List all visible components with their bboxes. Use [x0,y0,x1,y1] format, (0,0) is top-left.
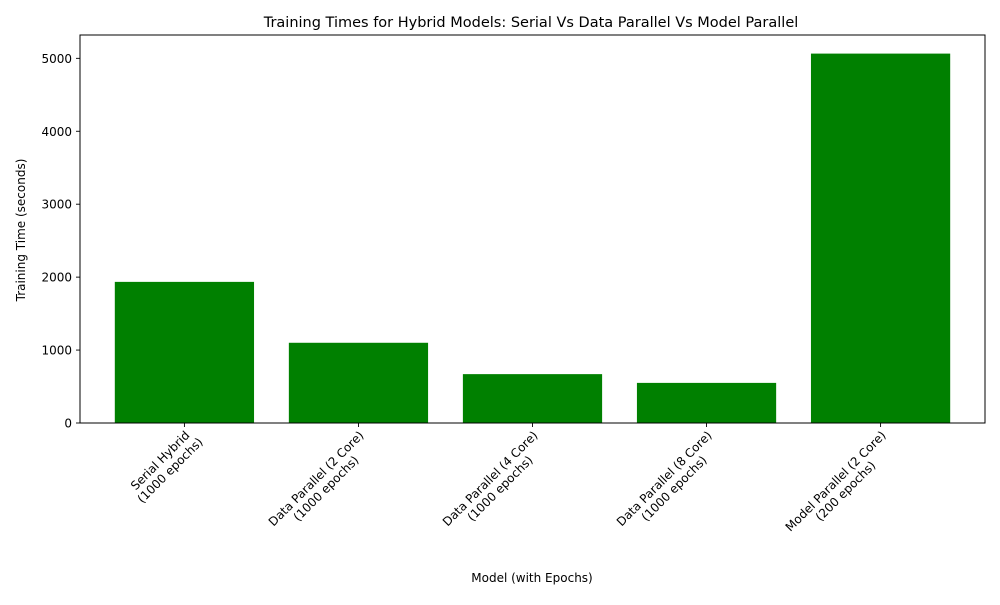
x-tick-label-line: Data Parallel (8 Core) [614,428,715,529]
x-axis: Serial Hybrid(1000 epochs) Data Parallel … [128,423,889,534]
x-tick-label-line: Data Parallel (4 Core) [440,428,541,529]
y-tick-label: 5000 [41,52,72,66]
y-tick-label: 2000 [41,271,72,285]
x-tick-label: Data Parallel (8 Core)(1000 epochs) [614,428,715,529]
y-tick-label: 0 [64,417,72,431]
bar [810,53,951,423]
y-axis: 0 1000 2000 3000 4000 5000 [41,52,80,431]
bar [114,281,255,423]
y-tick-label: 4000 [41,125,72,139]
x-tick-label: Data Parallel (2 Core)(1000 epochs) [266,428,367,529]
x-tick-label: Model Parallel (2 Core)(200 epochs) [783,428,889,534]
y-tick-label: 1000 [41,344,72,358]
bar [288,342,429,423]
y-tick-label: 3000 [41,198,72,212]
y-axis-label: Training Time (seconds) [14,159,28,303]
x-tick-label: Data Parallel (4 Core)(1000 epochs) [440,428,541,529]
x-tick-label: Serial Hybrid(1000 epochs) [128,428,206,506]
x-tick-label-line: Model Parallel (2 Core) [783,428,889,534]
plot-frame [79,34,986,424]
bar [462,374,603,423]
chart-title: Training Times for Hybrid Models: Serial… [263,15,799,31]
x-tick-label-line: Data Parallel (2 Core) [266,428,367,529]
bar [636,382,777,423]
x-axis-label: Model (with Epochs) [471,571,592,585]
bars-layer [114,53,951,423]
